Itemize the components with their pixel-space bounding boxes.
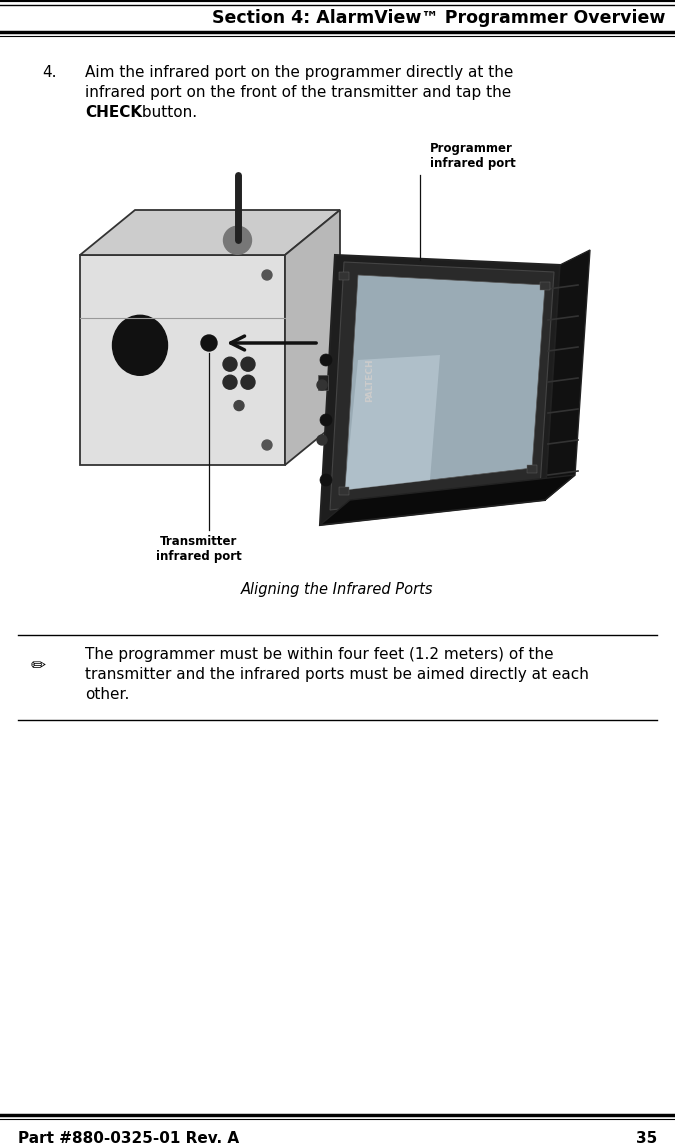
Circle shape	[317, 380, 327, 390]
Text: Aim the infrared port on the programmer directly at the: Aim the infrared port on the programmer …	[85, 65, 514, 80]
Text: The programmer must be within four feet (1.2 meters) of the: The programmer must be within four feet …	[85, 647, 554, 662]
Bar	[80, 255, 285, 465]
Circle shape	[320, 414, 332, 426]
Circle shape	[320, 354, 332, 366]
Polygon shape	[285, 210, 340, 465]
Text: ✏: ✏	[30, 657, 45, 674]
Text: Part #880-0325-01 Rev. A: Part #880-0325-01 Rev. A	[18, 1131, 239, 1146]
Circle shape	[223, 375, 237, 389]
Circle shape	[223, 226, 252, 255]
Polygon shape	[345, 356, 440, 490]
Bar	[540, 282, 550, 290]
Polygon shape	[330, 262, 554, 510]
Text: 4.: 4.	[42, 65, 57, 80]
Circle shape	[262, 270, 272, 280]
Circle shape	[317, 435, 327, 445]
Text: Aligning the Infrared Ports: Aligning the Infrared Ports	[241, 582, 433, 596]
Ellipse shape	[113, 315, 167, 375]
Polygon shape	[320, 475, 575, 525]
Text: 35: 35	[636, 1131, 657, 1146]
Text: button.: button.	[137, 106, 197, 120]
Text: infrared port on the front of the transmitter and tap the: infrared port on the front of the transm…	[85, 85, 511, 100]
Circle shape	[201, 335, 217, 351]
Text: Section 4: AlarmView™ Programmer Overview: Section 4: AlarmView™ Programmer Overvie…	[212, 9, 665, 28]
Text: Programmer
infrared port: Programmer infrared port	[430, 142, 516, 170]
Circle shape	[234, 400, 244, 411]
Circle shape	[241, 375, 255, 389]
Polygon shape	[345, 275, 545, 490]
Text: transmitter and the infrared ports must be aimed directly at each: transmitter and the infrared ports must …	[85, 668, 589, 682]
Bar	[318, 375, 328, 390]
Polygon shape	[320, 255, 560, 525]
Circle shape	[262, 440, 272, 450]
Text: other.: other.	[85, 687, 130, 702]
Circle shape	[223, 357, 237, 372]
Polygon shape	[80, 210, 340, 255]
Circle shape	[320, 474, 332, 486]
Text: PALTECH: PALTECH	[365, 358, 375, 401]
Text: CHECK: CHECK	[85, 106, 142, 120]
Bar	[339, 487, 349, 496]
Circle shape	[241, 357, 255, 372]
Bar	[339, 272, 349, 280]
Text: Transmitter
infrared port: Transmitter infrared port	[156, 535, 242, 563]
Bar	[527, 465, 537, 473]
Polygon shape	[545, 250, 590, 500]
